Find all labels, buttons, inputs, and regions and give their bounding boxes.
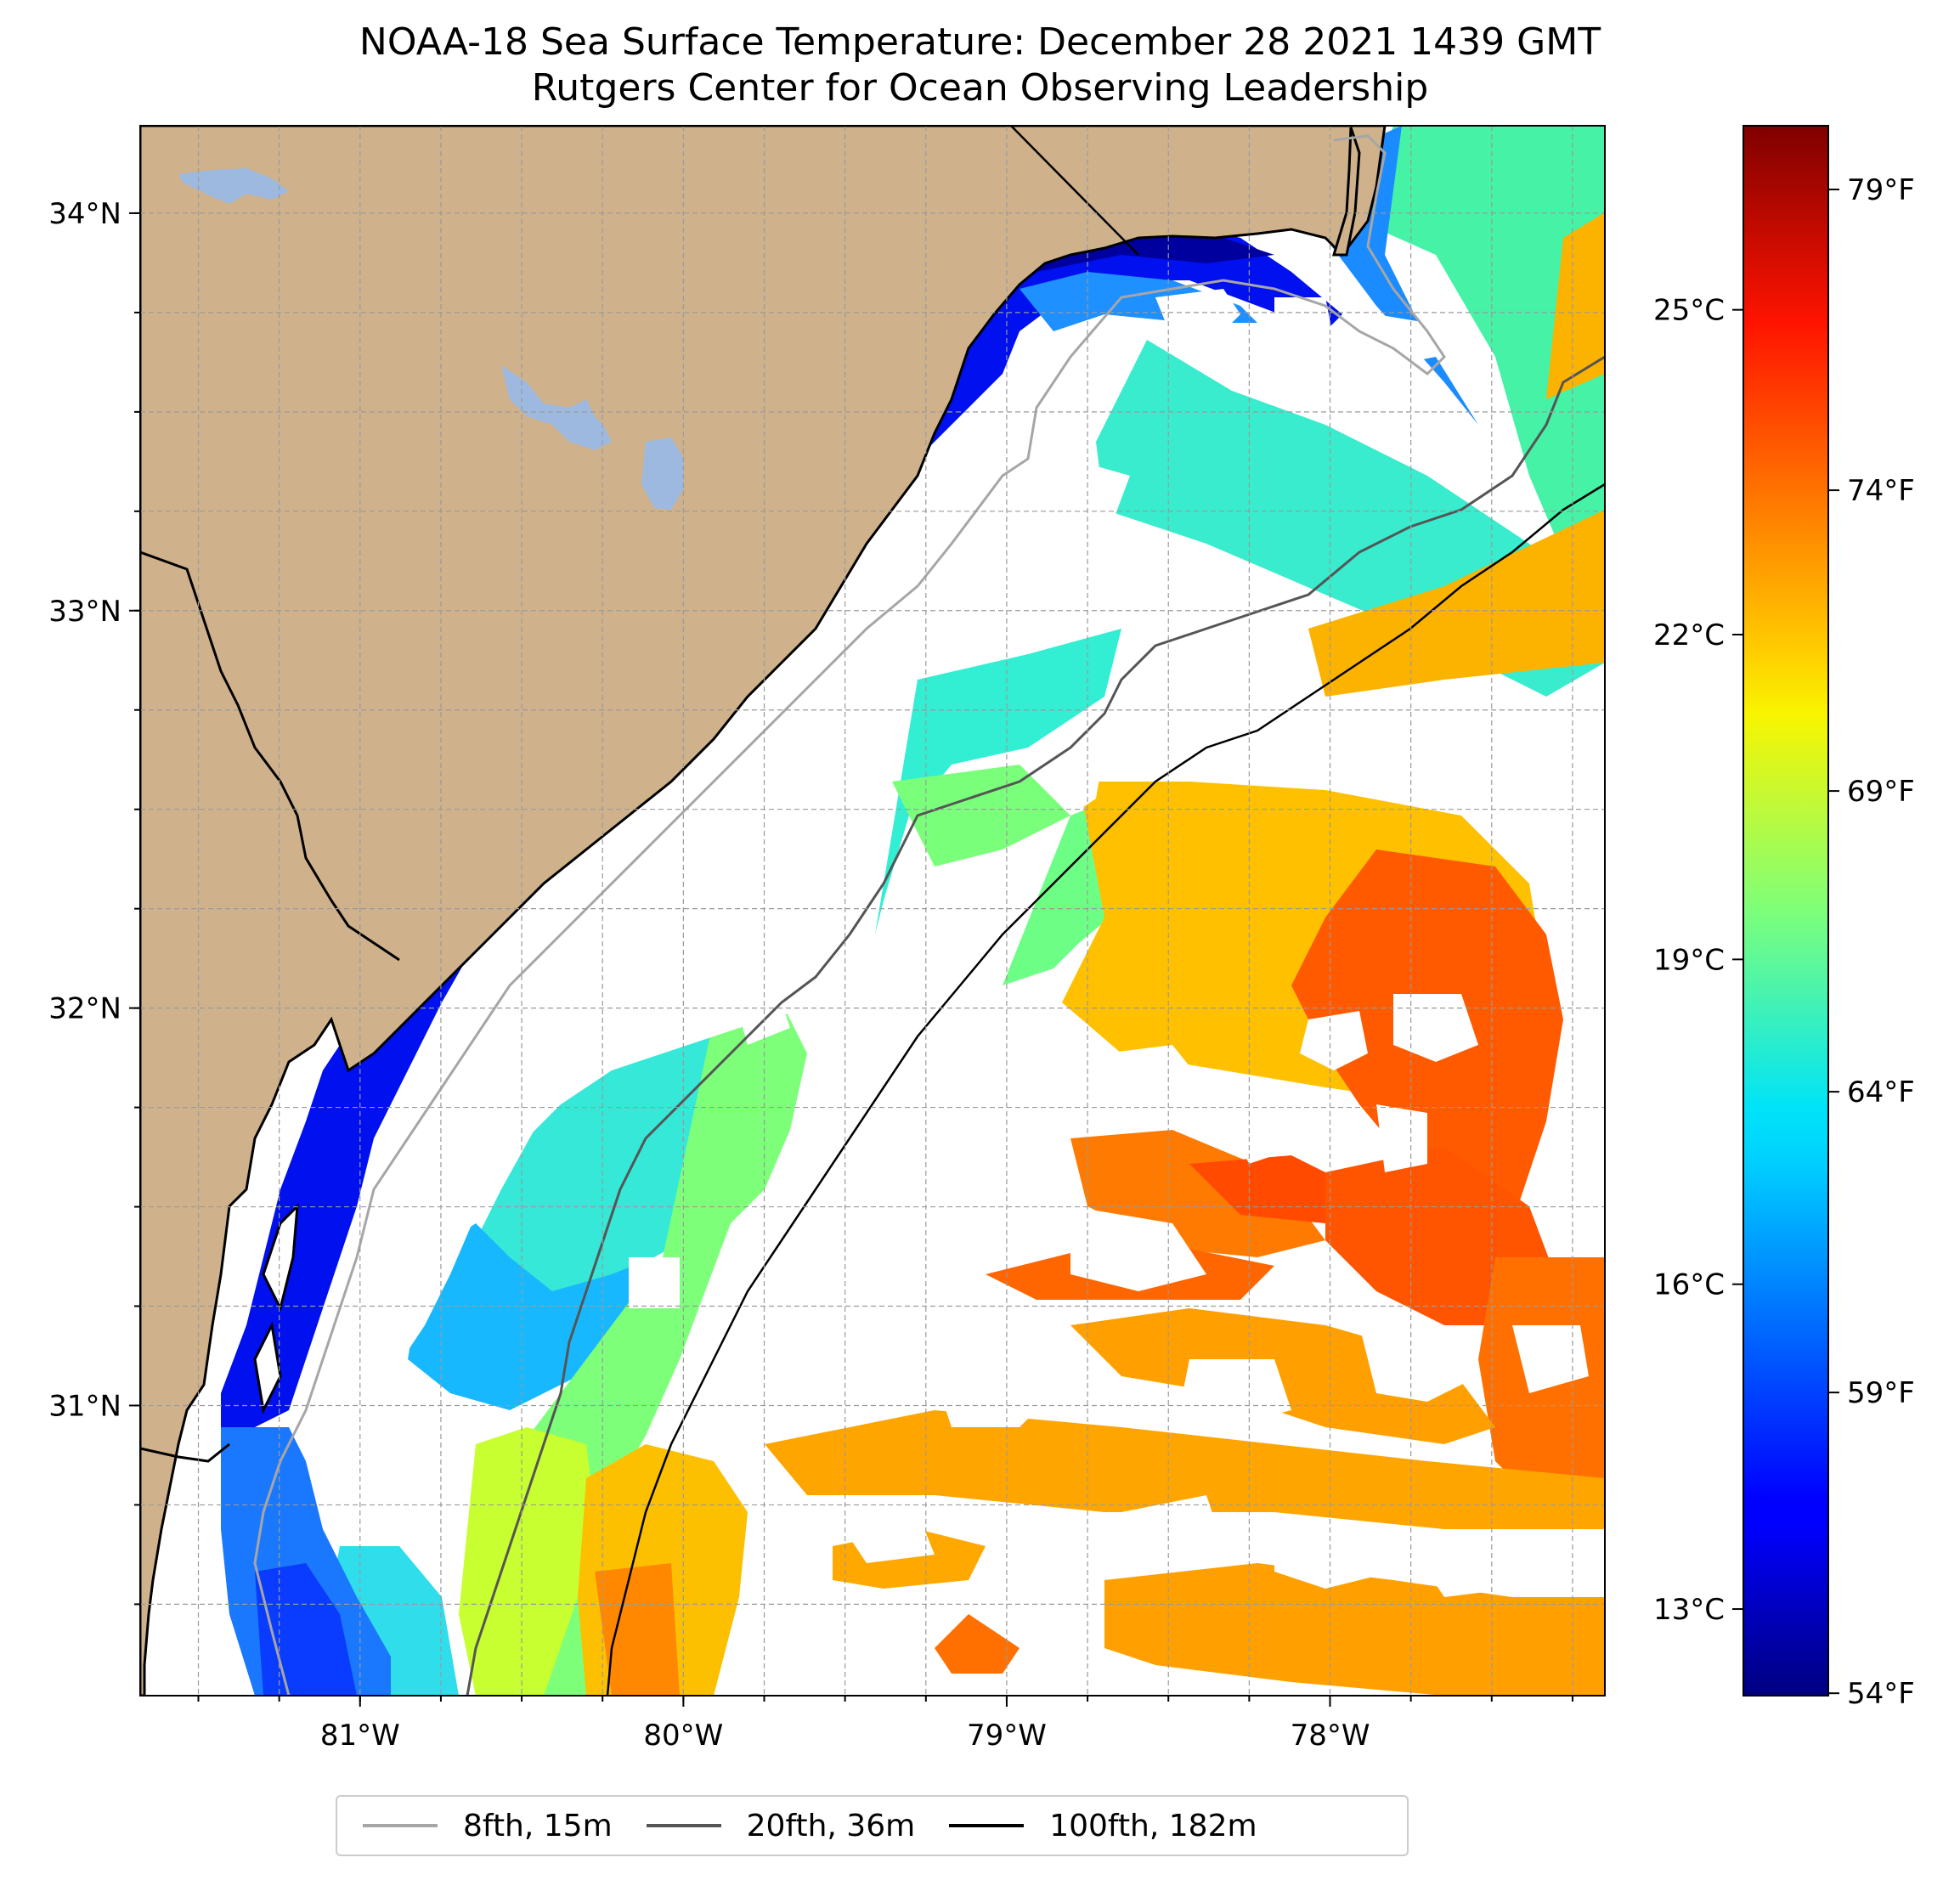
fahrenheit-tick-label: 64°F: [1847, 1075, 1915, 1109]
legend-item-100fth: 100fth, 182m: [949, 1809, 1257, 1843]
lon-tick-label: 81°W: [320, 1719, 400, 1753]
celsius-tick-label: 13°C: [1653, 1593, 1725, 1627]
lat-tick-label: 34°N: [48, 197, 121, 231]
celsius-tick-label: 19°C: [1653, 943, 1725, 977]
isobath-100fth: [606, 483, 1605, 1696]
fahrenheit-tick-label: 54°F: [1847, 1677, 1915, 1711]
lat-tick-label: 32°N: [48, 992, 121, 1026]
lake: [178, 168, 289, 204]
colorbar: [1743, 125, 1829, 1697]
legend-label-20fth: 20fth, 36m: [746, 1808, 916, 1843]
legend-line-20fth: [646, 1824, 721, 1827]
legend-label-100fth: 100fth, 182m: [1049, 1808, 1257, 1843]
celsius-tick-label: 25°C: [1653, 294, 1725, 328]
lon-tick-label: 80°W: [643, 1719, 723, 1753]
isobath-8fth: [253, 134, 1446, 1696]
lon-tick-label: 79°W: [967, 1719, 1047, 1753]
legend-label-8fth: 8fth, 15m: [463, 1808, 613, 1843]
celsius-tick-label: 16°C: [1653, 1268, 1725, 1302]
legend-line-100fth: [949, 1824, 1025, 1827]
fahrenheit-tick-label: 59°F: [1847, 1376, 1915, 1410]
map-frame: [139, 125, 1606, 1697]
lon-tick-label: 78°W: [1291, 1719, 1370, 1753]
land: [140, 126, 1387, 1696]
map-title: NOAA-18 Sea Surface Temperature: Decembe…: [359, 20, 1601, 64]
legend-line-8fth: [363, 1824, 438, 1827]
celsius-tick-label: 22°C: [1653, 618, 1725, 652]
fahrenheit-tick-label: 79°F: [1847, 173, 1915, 207]
legend-item-20fth: 20fth, 36m: [646, 1808, 916, 1843]
isobath-legend: 8fth, 15m 20fth, 36m 100fth, 182m: [336, 1795, 1409, 1856]
legend-item-8fth: 8fth, 15m: [363, 1809, 613, 1843]
lat-tick-label: 33°N: [48, 595, 121, 629]
lat-tick-label: 31°N: [48, 1389, 121, 1423]
fahrenheit-tick-label: 74°F: [1847, 474, 1915, 508]
fahrenheit-tick-label: 69°F: [1847, 775, 1915, 809]
map-subtitle: Rutgers Center for Ocean Observing Leade…: [531, 66, 1429, 110]
